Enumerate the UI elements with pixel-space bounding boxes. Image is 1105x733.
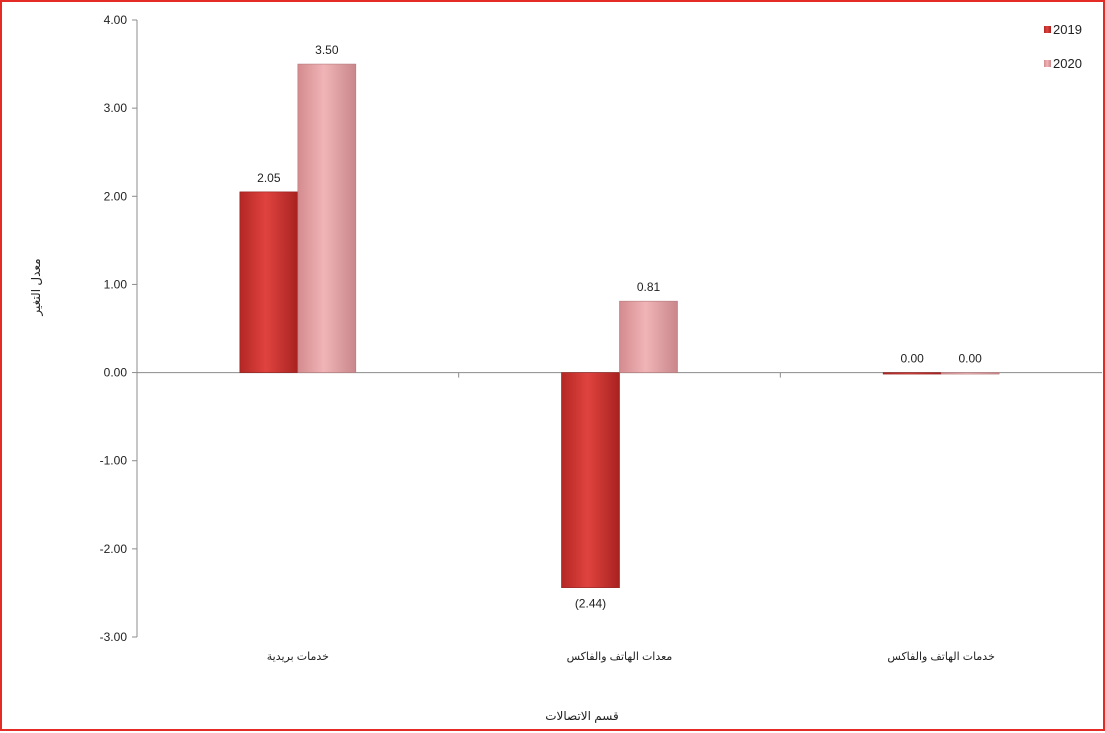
y-tick-label: 4.00: [104, 13, 128, 27]
bar-2020-2: [619, 300, 678, 373]
x-tick-label: خدمات الهاتف والفاكس: [887, 651, 994, 663]
y-tick-label: 1.00: [104, 277, 128, 291]
x-axis-title: قسم الاتصالات: [545, 709, 618, 723]
data-label-2019-1: 2.05: [257, 171, 281, 185]
y-tick-label: -3.00: [100, 630, 128, 644]
data-label-2019-2: (2.44): [575, 597, 606, 611]
legend-label-2019: 2019: [1053, 22, 1082, 37]
legend: 2019 2020: [1044, 22, 1082, 71]
bar-2020-1: [297, 63, 357, 373]
bar-2019-1: [239, 191, 299, 373]
legend-swatch-2020: [1044, 60, 1051, 67]
data-label-2020-3: 0.00: [958, 352, 982, 366]
x-tick-label: معدات الهاتف والفاكس: [567, 651, 673, 663]
data-label-2020-2: 0.81: [637, 280, 661, 294]
legend-swatch-2019: [1044, 26, 1051, 33]
data-label-2019-3: 0.00: [900, 352, 924, 366]
y-tick-label: -1.00: [100, 454, 128, 468]
y-tick-label: -2.00: [100, 542, 128, 556]
labels: 2.05 3.50 خدمات بريدية (2.44) 0.81 معدات الها…: [257, 43, 995, 663]
y-axis-title: معدل التغير: [29, 258, 44, 316]
y-tick-label: 3.00: [104, 101, 128, 115]
y-tick-label: 2.00: [104, 189, 128, 203]
x-tick-label: خدمات بريدية: [267, 651, 329, 663]
y-tick-label: 0.00: [104, 366, 128, 380]
data-label-2020-1: 3.50: [315, 43, 339, 57]
bar-2019-2: [561, 372, 620, 588]
legend-label-2020: 2020: [1053, 56, 1082, 71]
bar-2019-3: [882, 372, 942, 375]
bar-2020-3: [940, 372, 1000, 375]
bars: [239, 63, 1000, 588]
